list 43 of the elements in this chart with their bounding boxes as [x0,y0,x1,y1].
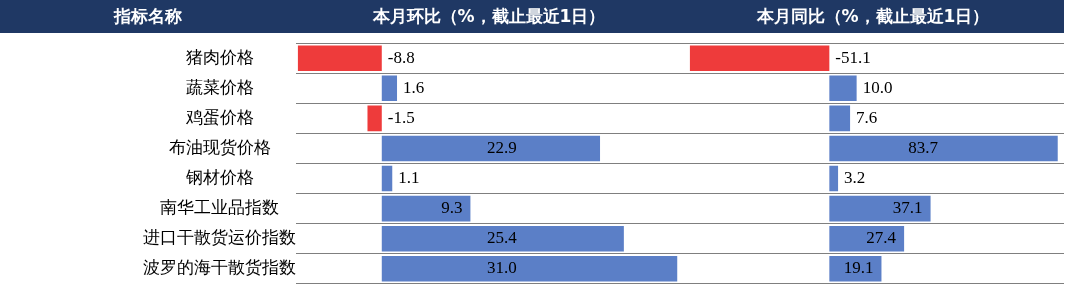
data-label: 1.1 [398,168,420,188]
bar [689,45,830,72]
data-label: 25.4 [486,228,518,248]
y-tick-label: 猪肉价格 [185,46,254,67]
data-label: -1.5 [387,107,415,127]
data-label: 31.0 [486,258,517,278]
y-tick-label: 布油现货价格 [168,136,271,157]
y-tick-label: 钢材价格 [184,166,254,187]
bar [829,255,882,282]
bar [381,165,393,192]
data-label: -51.1 [835,47,871,67]
bar [381,75,398,102]
bar [381,255,678,282]
bar [829,165,839,192]
data-label: 22.9 [486,137,517,157]
chart-title: 本月同比（%，截止最近1日） [682,0,1064,33]
y-tick-label: 波罗的海干散货指数 [143,257,296,278]
y-tick-label: 南华工业品指数 [160,197,279,218]
bar [381,225,624,252]
data-label: 27.4 [866,228,897,248]
bar [381,135,601,162]
bar [829,105,851,132]
data-label: 83.7 [908,137,939,157]
data-label: 37.1 [892,198,923,218]
bar [829,135,1058,162]
data-label: 10.0 [862,77,893,97]
bar [297,45,382,72]
data-label: -8.8 [387,47,415,67]
y-tick-label: 蔬菜价格 [185,76,254,97]
bar [829,195,931,222]
bar [829,225,905,252]
chart-title: 本月环比（%，截止最近1日） [296,0,682,33]
bar [829,75,857,102]
data-label: 9.3 [441,198,463,218]
data-label: 7.6 [856,107,878,127]
y-tick-label: 鸡蛋价格 [184,106,254,127]
y-tick-label: 进口干散货运价指数 [143,227,296,248]
data-label: 19.1 [843,258,874,278]
y-axis-title: 指标名称 [0,0,296,33]
bar [381,195,471,222]
data-label: 3.2 [844,168,866,188]
data-label: 1.6 [403,77,425,97]
bar [367,105,382,132]
